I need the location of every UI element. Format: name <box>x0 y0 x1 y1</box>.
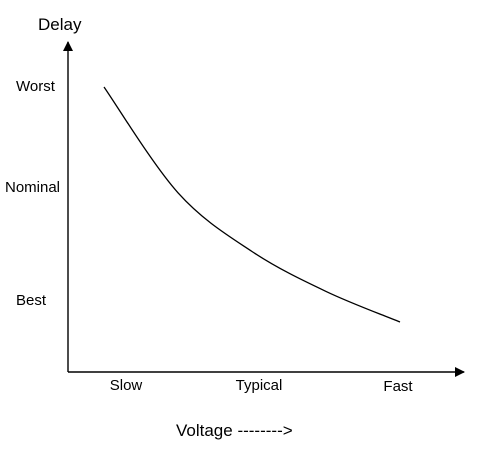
y-tick-label-nominal: Nominal <box>5 179 60 196</box>
x-axis-label: Voltage --------> <box>176 421 293 440</box>
x-tick-label-slow: Slow <box>110 377 143 394</box>
delay-curve <box>103 86 401 323</box>
x-tick-label-typical: Typical <box>236 377 283 394</box>
y-tick-label-best: Best <box>16 292 47 309</box>
y-axis-label: Delay <box>38 15 82 34</box>
x-tick-label-fast: Fast <box>383 378 413 395</box>
y-tick-label-worst: Worst <box>16 78 56 95</box>
